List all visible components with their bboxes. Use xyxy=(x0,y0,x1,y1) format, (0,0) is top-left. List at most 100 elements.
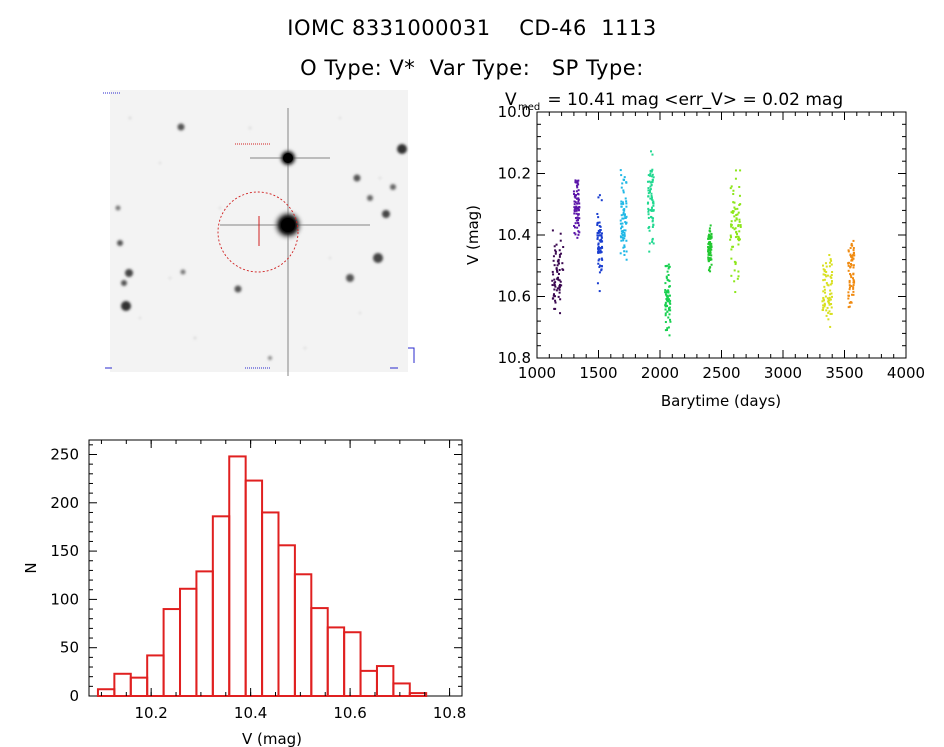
histogram-bar xyxy=(179,587,198,697)
lc-point xyxy=(708,234,711,237)
lc-point xyxy=(827,318,830,321)
lc-ytick-label: 10.2 xyxy=(498,165,531,183)
lc-point xyxy=(650,208,653,211)
lc-point xyxy=(829,298,832,301)
histogram-bar xyxy=(96,688,116,697)
lc-point xyxy=(848,301,851,304)
lc-point xyxy=(620,202,623,205)
lc-point xyxy=(554,295,557,298)
lc-point xyxy=(822,268,825,271)
light-curve-xlabel: Barytime (days) xyxy=(661,392,781,410)
lc-point xyxy=(708,241,711,244)
lc-point xyxy=(667,307,670,310)
lc-point xyxy=(664,308,667,311)
lc-point xyxy=(575,219,578,222)
lc-point xyxy=(622,191,625,194)
lc-point xyxy=(708,259,711,262)
lc-point xyxy=(620,186,623,189)
lc-point xyxy=(734,208,737,211)
lc-point xyxy=(852,293,855,296)
lc-point xyxy=(708,251,711,254)
lc-point xyxy=(556,277,559,280)
lc-point xyxy=(619,252,622,255)
lc-point xyxy=(668,285,671,288)
lc-point xyxy=(620,214,623,217)
lc-point xyxy=(852,247,855,250)
lc-point xyxy=(625,215,628,218)
lc-point xyxy=(558,291,561,294)
lc-point xyxy=(827,300,830,303)
lc-series-6 xyxy=(707,224,713,273)
lc-point xyxy=(574,201,577,204)
lc-point xyxy=(852,281,855,284)
lc-point xyxy=(577,179,580,182)
lc-point xyxy=(852,286,855,289)
lc-point xyxy=(707,242,710,245)
lc-point xyxy=(622,202,625,205)
lc-point xyxy=(849,301,852,304)
lc-point xyxy=(667,326,670,329)
lc-point xyxy=(623,250,626,253)
lc-point xyxy=(600,232,603,235)
lc-point xyxy=(735,218,738,221)
lc-point xyxy=(552,293,555,296)
lc-point xyxy=(852,257,855,260)
lc-point xyxy=(734,177,737,180)
lc-point xyxy=(624,217,627,220)
lc-point xyxy=(648,250,651,253)
lc-point xyxy=(647,195,650,198)
lc-point xyxy=(710,258,713,261)
lc-point xyxy=(552,273,555,276)
lc-point xyxy=(620,230,623,233)
lc-point xyxy=(651,237,654,240)
lc-point xyxy=(553,278,556,281)
lc-point xyxy=(829,289,832,292)
lc-point xyxy=(667,266,670,269)
lc-series-1 xyxy=(572,179,581,239)
lc-point xyxy=(668,280,671,283)
lc-point xyxy=(623,245,626,248)
lc-point xyxy=(668,334,671,337)
lc-point xyxy=(666,270,669,273)
lc-point xyxy=(554,281,557,284)
lc-point xyxy=(601,258,604,261)
lc-point xyxy=(575,212,578,215)
lc-point xyxy=(666,296,669,299)
lc-point xyxy=(850,264,853,267)
lc-point xyxy=(573,212,576,215)
lc-point xyxy=(848,305,851,308)
lc-point xyxy=(666,278,669,281)
lc-point xyxy=(596,223,599,226)
lc-point xyxy=(666,299,669,302)
lc-point xyxy=(738,185,741,188)
lc-point xyxy=(597,242,600,245)
lc-point xyxy=(830,292,833,295)
lc-point xyxy=(664,314,667,317)
lc-point xyxy=(557,273,560,276)
lc-point xyxy=(709,257,712,260)
lc-point xyxy=(600,238,603,241)
lc-point xyxy=(647,216,650,219)
lc-point xyxy=(669,299,672,302)
lc-xtick-label: 3500 xyxy=(825,364,863,382)
lc-point xyxy=(709,244,712,247)
lc-point xyxy=(826,283,829,286)
lc-point xyxy=(597,262,600,265)
lc-point xyxy=(666,291,669,294)
lc-point xyxy=(600,245,603,248)
lc-point xyxy=(734,227,737,230)
lc-point xyxy=(709,250,712,253)
lc-point xyxy=(577,189,580,192)
lc-point xyxy=(730,248,733,251)
lc-point xyxy=(577,197,580,200)
lc-point xyxy=(650,194,653,197)
lc-point xyxy=(664,305,667,308)
lc-point xyxy=(625,200,628,203)
lc-point xyxy=(596,282,599,285)
lc-point xyxy=(552,255,555,258)
histogram-ylabel: N xyxy=(22,562,40,573)
lc-point xyxy=(597,243,600,246)
lc-point xyxy=(597,231,600,234)
lc-point xyxy=(649,189,652,192)
lc-point xyxy=(622,237,625,240)
